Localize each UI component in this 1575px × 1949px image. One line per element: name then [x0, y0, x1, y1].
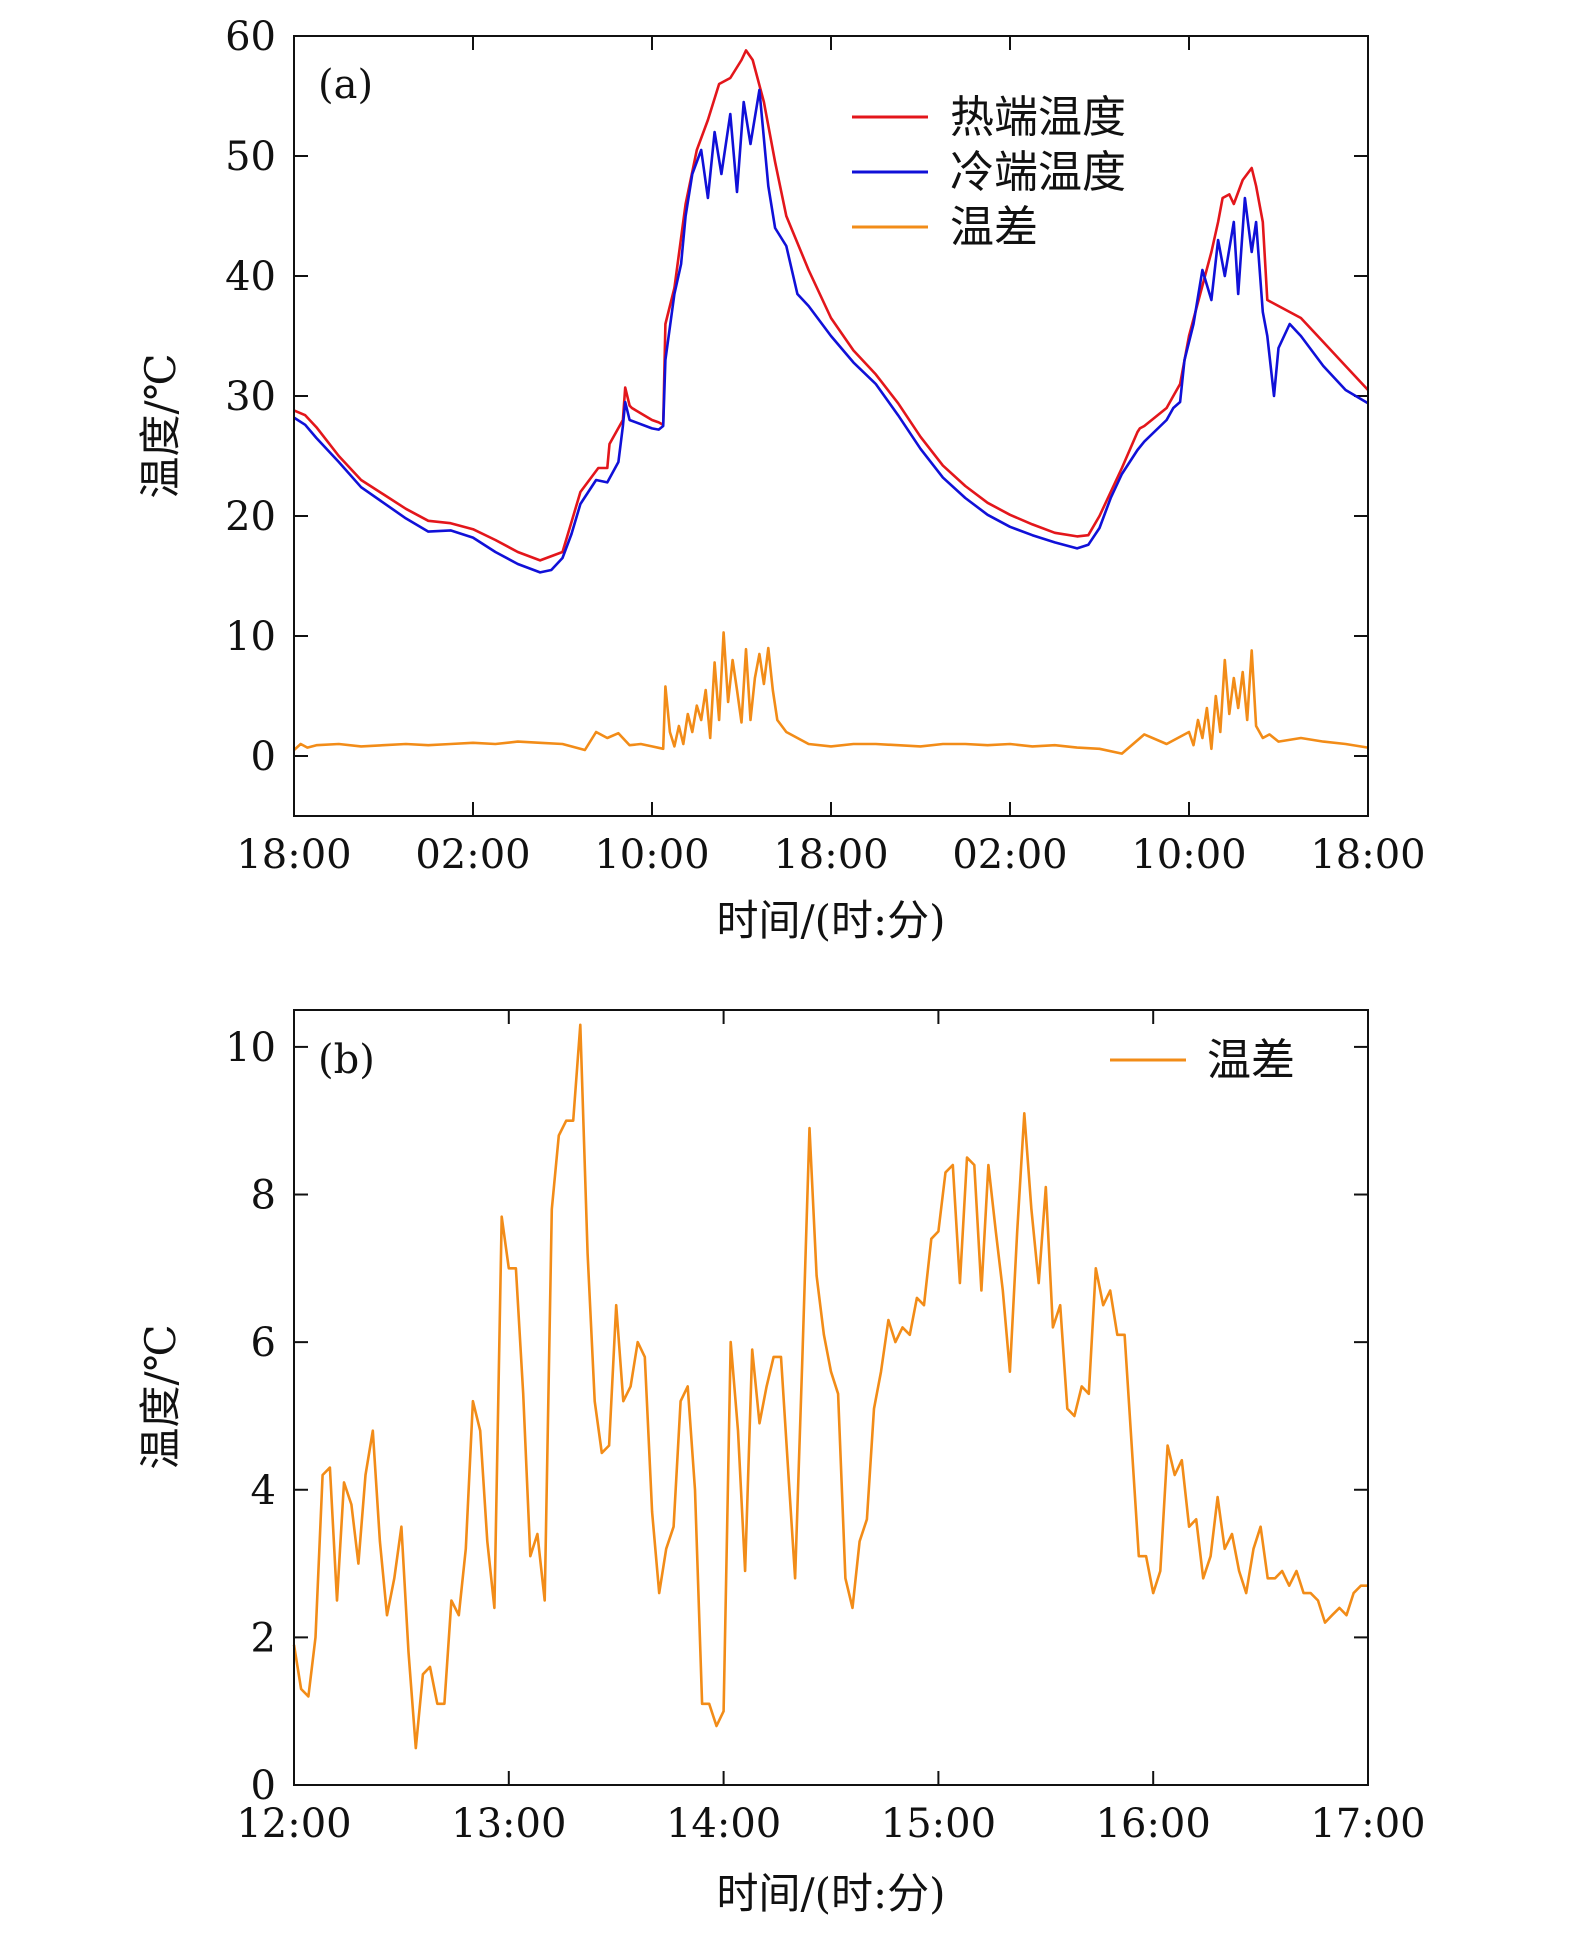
legend-diff-label: 温差 — [950, 202, 1038, 253]
panel-b-legend: 温差 — [1110, 1035, 1295, 1086]
xtick-label: 16:00 — [1096, 1801, 1211, 1847]
xtick-label: 18:00 — [1310, 832, 1425, 878]
series-line-2 — [293, 631, 1369, 755]
panel-a-ylabel: 温度/℃ — [136, 353, 185, 498]
xtick-label: 17:00 — [1310, 1801, 1425, 1847]
legend-cold-label: 冷端温度 — [950, 147, 1126, 198]
panel-b-label: (b) — [318, 1037, 375, 1083]
panel-a-frame — [293, 35, 1369, 817]
ytick-label: 50 — [225, 134, 276, 180]
panel-a-legend: 热端温度 冷端温度 温差 — [852, 92, 1126, 253]
ytick-label: 10 — [225, 1025, 276, 1071]
panel-b-frame — [293, 1009, 1369, 1786]
xtick-label: 10:00 — [1131, 832, 1246, 878]
panel-b: (b) 0 2 4 6 8 10 12:00 13:00 14:00 15:00 16:00 17:0… — [136, 1009, 1426, 1918]
ytick-label: 30 — [225, 374, 276, 420]
ytick-label: 0 — [251, 734, 276, 780]
panel-a: (a) 0 10 20 30 40 50 60 18:00 02:00 10:00 18:00 02:… — [136, 14, 1426, 945]
legend-b-diff-label: 温差 — [1207, 1035, 1295, 1086]
xtick-label: 13:00 — [451, 1801, 566, 1847]
panel-a-series — [293, 49, 1369, 755]
ytick-label: 60 — [225, 14, 276, 60]
series-line-0 — [292, 1023, 1368, 1750]
series-line-0 — [293, 49, 1369, 562]
legend-hot-label: 热端温度 — [950, 92, 1126, 143]
xtick-label: 10:00 — [594, 832, 709, 878]
ytick-label: 0 — [251, 1763, 276, 1809]
xtick-label: 12:00 — [236, 1801, 351, 1847]
ytick-label: 6 — [251, 1320, 276, 1366]
panel-b-series — [292, 1023, 1368, 1750]
xtick-label: 18:00 — [236, 832, 351, 878]
xtick-label: 02:00 — [415, 832, 530, 878]
xtick-label: 18:00 — [773, 832, 888, 878]
ytick-label: 40 — [225, 254, 276, 300]
panel-b-ylabel: 温度/℃ — [136, 1324, 185, 1469]
ytick-label: 10 — [225, 614, 276, 660]
panel-a-label: (a) — [318, 62, 373, 108]
xtick-label: 14:00 — [666, 1801, 781, 1847]
ytick-label: 8 — [251, 1173, 276, 1219]
panel-a-xlabel: 时间/(时:分) — [716, 896, 945, 945]
xtick-label: 15:00 — [881, 1801, 996, 1847]
panel-b-xlabel: 时间/(时:分) — [716, 1869, 945, 1918]
ytick-label: 4 — [251, 1468, 276, 1514]
panel-b-axes: 0 2 4 6 8 10 12:00 13:00 14:00 15:00 16:00 17:00 — [225, 1010, 1426, 1847]
panel-a-axes: 0 10 20 30 40 50 60 18:00 02:00 10:00 18:00 02:00 10… — [225, 14, 1426, 878]
series-line-1 — [293, 88, 1369, 574]
ytick-label: 20 — [225, 494, 276, 540]
xtick-label: 02:00 — [952, 832, 1067, 878]
ytick-label: 2 — [251, 1615, 276, 1661]
